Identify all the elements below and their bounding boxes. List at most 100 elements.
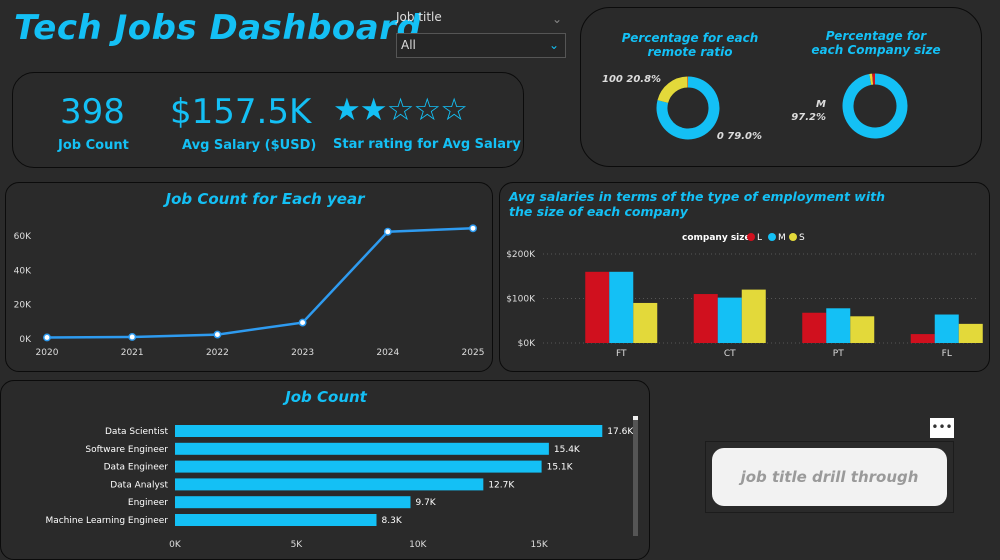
- drill-through-frame: [705, 441, 954, 513]
- donut-label-name: M: [816, 99, 826, 110]
- y-tick-label: $100K: [506, 295, 536, 305]
- star-empty-icon: ☆: [413, 92, 441, 128]
- bar: [802, 312, 827, 343]
- x-tick-label: 2022: [206, 348, 229, 358]
- avg-salary-label: Avg Salary ($USD): [182, 138, 317, 153]
- bar: [934, 314, 959, 343]
- category-label: Engineer: [128, 498, 168, 508]
- drill-through-button[interactable]: job title drill through: [712, 448, 947, 506]
- legend-marker: [768, 233, 776, 241]
- slicer-label: Job title: [396, 10, 442, 24]
- bar: [175, 478, 484, 491]
- y-tick-label: 0K: [19, 335, 32, 345]
- data-label: 8.3K: [382, 516, 403, 526]
- star-rating: ★★☆☆☆: [333, 92, 468, 128]
- avg-salary-value: $157.5K: [170, 92, 312, 132]
- bar: [175, 442, 549, 455]
- y-tick-label: $200K: [506, 250, 536, 260]
- star-empty-icon: ☆: [386, 92, 415, 128]
- chevron-down-icon: ⌄: [548, 38, 559, 52]
- x-tick-label: FT: [616, 349, 627, 359]
- donut-slice: [842, 73, 908, 139]
- category-label: Data Scientist: [105, 427, 168, 437]
- donut-card: [580, 7, 982, 167]
- series-line: [46, 227, 474, 339]
- legend-marker: [789, 233, 797, 241]
- bar: [609, 271, 634, 343]
- company-size-title: Percentage for each Company size: [811, 29, 941, 57]
- y-tick-label: $0K: [518, 339, 536, 349]
- x-tick-label: 2020: [36, 348, 59, 358]
- job-title-dropdown[interactable]: All ⌄: [396, 33, 566, 58]
- salary-bar-title: Avg salaries in terms of the type of emp…: [509, 189, 885, 219]
- bar: [850, 316, 875, 343]
- donut-label-pct: 97.2%: [791, 112, 826, 123]
- scrollbar-thumb[interactable]: [633, 416, 638, 420]
- x-tick-label: 2025: [462, 348, 485, 358]
- y-tick-label: 60K: [14, 232, 32, 242]
- category-label: Software Engineer: [85, 445, 168, 455]
- job-count-bar-chart: Data Scientist 17.6K Software Engineer 15.4…: [45, 416, 638, 550]
- dashboard-title: Tech Jobs Dashboard: [14, 8, 422, 48]
- line-chart-card: [5, 182, 493, 372]
- data-point: [469, 224, 477, 233]
- bar: [958, 323, 983, 343]
- bar: [175, 496, 411, 509]
- data-label: 12.7K: [488, 480, 515, 490]
- x-tick-label: PT: [833, 349, 844, 359]
- donut-label: 0 79.0%: [717, 131, 762, 142]
- kpi-card: [12, 72, 524, 168]
- salary-bar-chart: company size L M S $0K $100K $200K FT CT PT FL: [506, 233, 983, 359]
- y-tick-label: 20K: [14, 301, 32, 311]
- legend-label: M: [778, 233, 786, 243]
- bar: [175, 460, 542, 473]
- line-chart-title: Job Count for Each year: [165, 190, 365, 208]
- x-tick-label: 5K: [291, 540, 304, 550]
- star-filled-icon: ★: [333, 92, 361, 128]
- job-title-slicer[interactable]: Job title ⌄ All ⌄: [396, 10, 566, 58]
- bar: [717, 297, 742, 343]
- data-label: 15.1K: [547, 463, 574, 473]
- legend-label: S: [799, 233, 805, 243]
- scrollbar[interactable]: [633, 418, 638, 536]
- data-point: [43, 333, 51, 342]
- star-rating-label: Star rating for Avg Salary: [333, 137, 521, 152]
- category-label: Data Analyst: [110, 480, 168, 490]
- more-options-button[interactable]: •••: [930, 418, 954, 438]
- bar: [826, 308, 851, 343]
- y-tick-label: 40K: [14, 266, 32, 276]
- bar: [693, 294, 718, 343]
- x-tick-label: 2024: [376, 348, 399, 358]
- x-tick-label: 0K: [169, 540, 182, 550]
- data-label: 15.4K: [554, 445, 581, 455]
- legend-label: L: [757, 233, 762, 243]
- job-count-year-chart: 0K 20K 40K 60K 2020 2021 2022 2023 2024 2025: [14, 224, 485, 358]
- hbar-title: Job Count: [285, 388, 367, 406]
- category-label: Machine Learning Engineer: [45, 516, 168, 526]
- legend-marker: [747, 233, 755, 241]
- x-tick-label: CT: [724, 349, 736, 359]
- x-tick-label: FL: [942, 349, 952, 359]
- bar: [175, 514, 377, 526]
- bar: [633, 302, 658, 343]
- legend-title: company size: [682, 233, 751, 243]
- star-empty-icon: ☆: [440, 92, 468, 128]
- data-point: [298, 318, 307, 327]
- donut-label: 100 20.8%: [602, 74, 661, 85]
- bar: [741, 289, 766, 343]
- chevron-down-icon[interactable]: ⌄: [551, 12, 562, 26]
- donut-charts: 100 20.8% 0 79.0% M 97.2%: [602, 73, 908, 142]
- x-tick-label: 2023: [291, 348, 314, 358]
- bar: [585, 271, 610, 343]
- category-label: Data Engineer: [104, 463, 169, 473]
- data-label: 17.6K: [607, 427, 634, 437]
- data-point: [383, 227, 392, 236]
- donut-slice: [657, 76, 689, 104]
- data-point: [128, 333, 137, 341]
- donut-label: M 97.2%: [791, 99, 826, 123]
- bar: [175, 425, 603, 437]
- data-point: [213, 330, 222, 339]
- slicer-selected-value: All: [401, 38, 416, 52]
- x-tick-label: 2021: [121, 348, 144, 358]
- remote-ratio-title: Percentage for each remote ratio: [621, 31, 759, 59]
